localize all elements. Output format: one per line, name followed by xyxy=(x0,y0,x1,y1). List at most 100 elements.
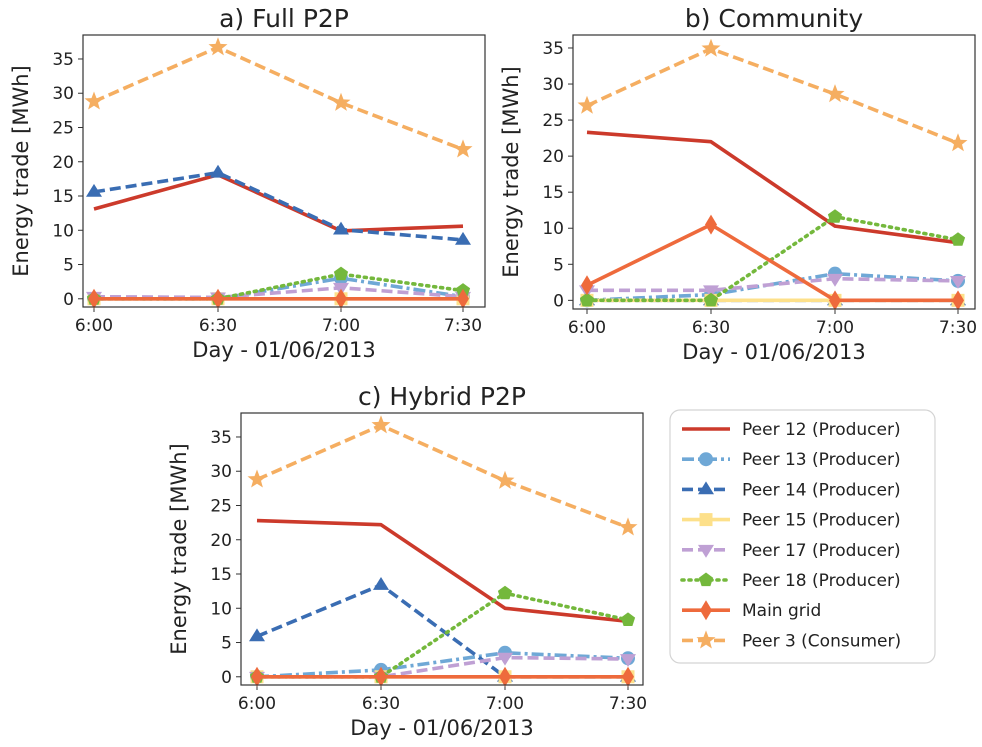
data-point xyxy=(210,164,226,178)
data-point xyxy=(952,290,964,311)
data-point xyxy=(333,221,349,235)
legend-marker xyxy=(699,513,713,527)
series-line xyxy=(256,650,629,679)
data-point xyxy=(497,652,513,666)
data-point xyxy=(827,273,843,287)
series-line xyxy=(93,170,464,242)
chart-title: b) Community xyxy=(685,4,863,33)
data-point xyxy=(579,292,595,307)
series-line xyxy=(93,45,464,152)
data-point xyxy=(620,654,636,667)
series-line xyxy=(256,423,629,530)
series-line xyxy=(256,518,629,624)
x-tick-label: 6:30 xyxy=(199,316,237,336)
data-point xyxy=(825,84,845,103)
series-peer-3-consumer xyxy=(84,37,473,158)
chart-panel-1: a) Full P2P 0 5 10 15 20 25 30 35 6:00 6:30 7:00 7:3… xyxy=(9,4,486,362)
data-point xyxy=(251,666,263,687)
x-axis-label: Day - 01/06/2013 xyxy=(350,716,533,740)
x-tick-label: 6:30 xyxy=(362,694,400,714)
y-tick-label: 25 xyxy=(542,111,564,131)
legend-entry: Peer 15 (Producer) xyxy=(682,511,901,531)
series-line xyxy=(585,214,960,303)
series-line xyxy=(93,285,464,300)
y-tick-label: 10 xyxy=(542,219,564,239)
plot-frame xyxy=(82,34,486,308)
series-line xyxy=(256,583,628,679)
y-tick-label: 5 xyxy=(63,256,74,276)
data-point xyxy=(331,92,351,111)
y-tick-label: 15 xyxy=(52,187,74,207)
series-main-grid xyxy=(581,214,964,311)
series-peer-12-producer xyxy=(256,518,629,624)
legend-marker xyxy=(698,572,714,587)
data-point xyxy=(335,288,347,309)
y-tick-label: 20 xyxy=(52,153,74,173)
x-tick-label: 7:00 xyxy=(816,318,854,338)
series-main-grid xyxy=(251,666,634,687)
y-axis-label: Energy trade [MWh] xyxy=(9,65,33,276)
legend-entry: Peer 18 (Producer) xyxy=(680,571,901,591)
series-line xyxy=(92,272,465,301)
legend-label: Peer 17 (Producer) xyxy=(742,541,901,561)
series-peer-17-producer xyxy=(579,273,966,299)
y-tick-label: 35 xyxy=(210,428,232,448)
y-tick-label: 25 xyxy=(52,118,74,138)
x-tick-label: 7:00 xyxy=(486,694,524,714)
data-point xyxy=(950,232,966,246)
data-point xyxy=(577,95,597,114)
data-point xyxy=(208,37,228,56)
y-tick-label: 5 xyxy=(221,634,232,654)
data-point xyxy=(581,275,593,296)
data-point xyxy=(618,517,638,536)
y-tick-label: 0 xyxy=(553,291,564,311)
legend-marker xyxy=(696,630,716,649)
x-tick-label: 6:00 xyxy=(238,694,276,714)
data-point xyxy=(333,266,349,281)
data-point xyxy=(371,415,391,434)
legend: Peer 12 (Producer) Peer 13 (Producer) Peer… xyxy=(669,409,936,664)
y-tick-label: 30 xyxy=(210,462,232,482)
y-tick-label: 30 xyxy=(52,84,74,104)
data-point xyxy=(247,469,267,488)
y-axis-label: Energy trade [MWh] xyxy=(499,66,523,277)
y-tick-label: 35 xyxy=(542,39,564,59)
legend-label: Peer 14 (Producer) xyxy=(742,480,901,500)
x-tick-label: 6:00 xyxy=(568,318,606,338)
legend-marker xyxy=(698,481,714,495)
legend-entry: Peer 3 (Consumer) xyxy=(682,630,901,651)
data-point xyxy=(705,214,717,235)
series-line xyxy=(587,276,959,293)
data-point xyxy=(497,585,513,600)
x-tick-label: 7:30 xyxy=(609,694,647,714)
series-peer-12-producer xyxy=(586,130,959,245)
legend-label: Peer 13 (Producer) xyxy=(742,450,901,470)
legend-entry: Main grid xyxy=(682,600,821,621)
chart-panel-3: c) Hybrid P2P 0 5 10 15 20 25 30 35 6:00 6:30 7:00 7… xyxy=(167,382,647,740)
data-point xyxy=(499,666,511,687)
series-line xyxy=(255,591,630,679)
legend-label: Main grid xyxy=(742,601,821,621)
data-point xyxy=(703,292,719,307)
y-tick-label: 0 xyxy=(63,290,74,310)
series-line xyxy=(257,655,629,679)
y-tick-label: 15 xyxy=(210,565,232,585)
data-point xyxy=(701,38,721,57)
x-tick-label: 7:00 xyxy=(322,316,360,336)
chart-title: a) Full P2P xyxy=(219,4,349,33)
series-peer-17-producer xyxy=(86,282,471,306)
data-point xyxy=(373,576,389,590)
data-point xyxy=(455,231,471,245)
chart-title: c) Hybrid P2P xyxy=(358,382,526,411)
x-tick-label: 6:30 xyxy=(692,318,730,338)
y-tick-label: 30 xyxy=(542,75,564,95)
y-tick-label: 10 xyxy=(52,221,74,241)
plot-frame xyxy=(240,412,644,686)
series-peer-17-producer xyxy=(249,652,636,685)
data-point xyxy=(88,288,100,309)
x-axis-label: Day - 01/06/2013 xyxy=(192,338,375,362)
legend-label: Peer 3 (Consumer) xyxy=(742,631,901,651)
y-tick-label: 25 xyxy=(210,496,232,516)
data-point xyxy=(495,470,515,489)
